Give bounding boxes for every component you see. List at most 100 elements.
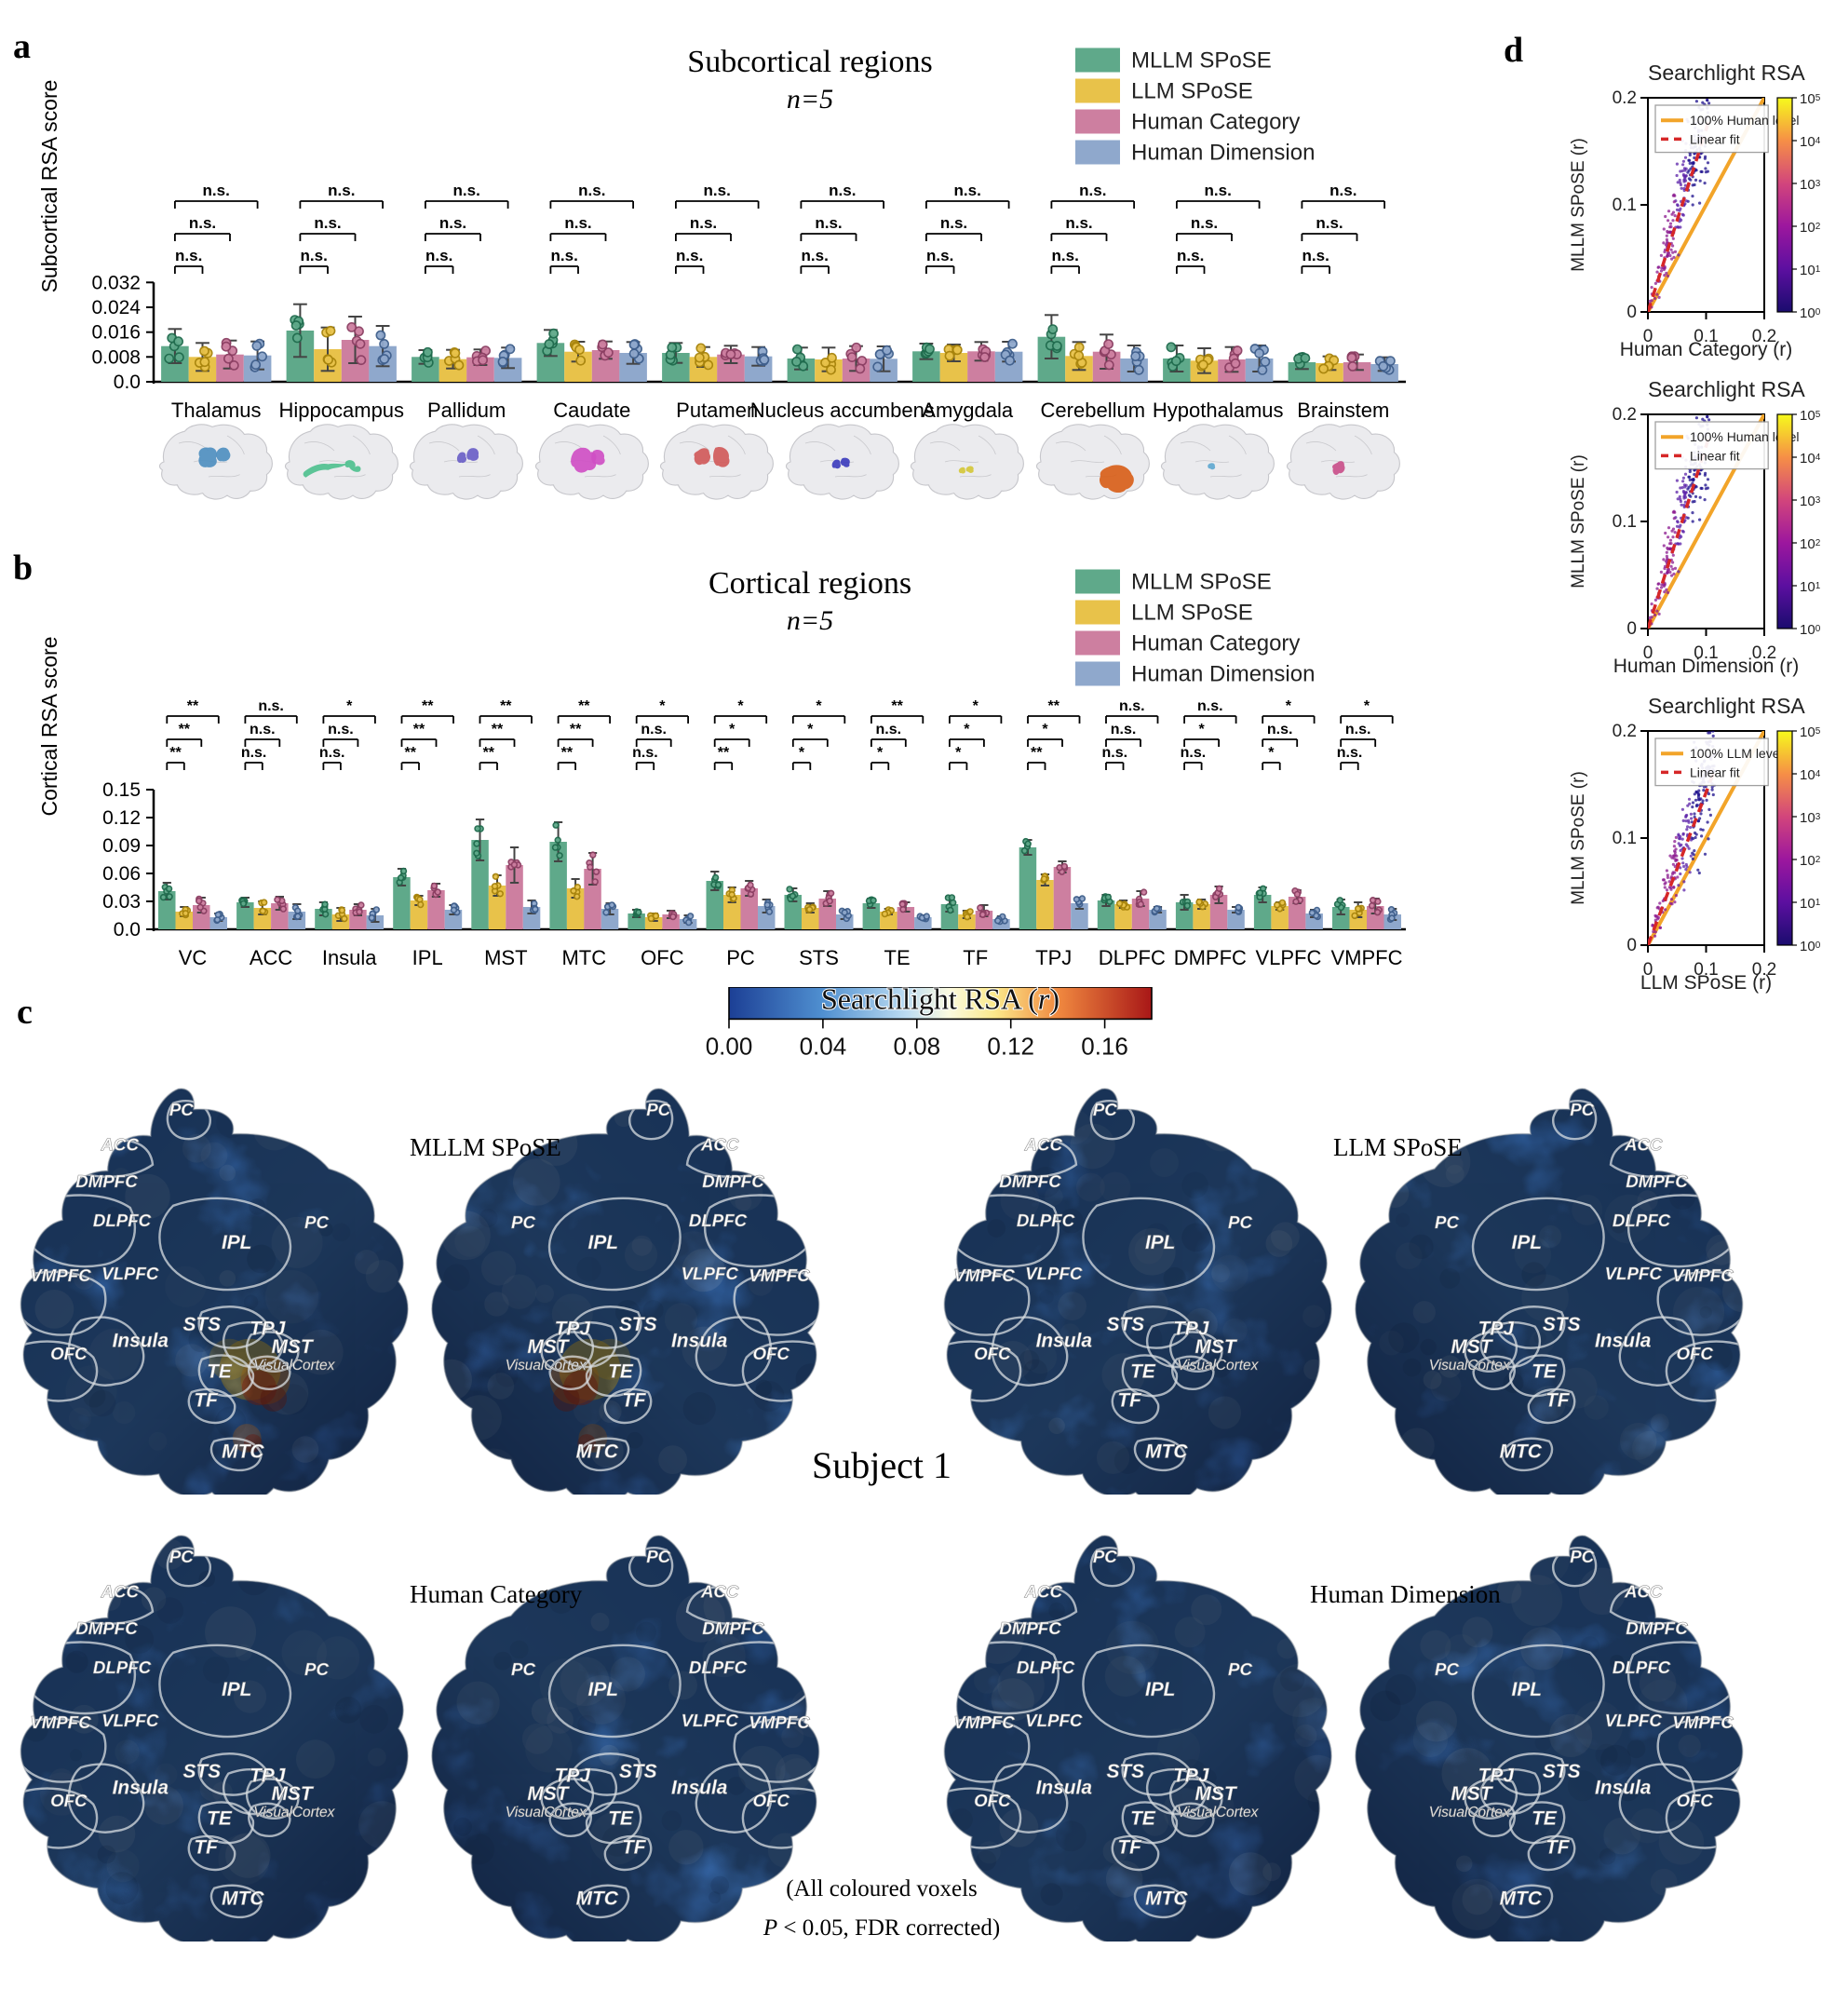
svg-text:MTC: MTC bbox=[1145, 1441, 1188, 1462]
svg-text:VLPFC: VLPFC bbox=[1255, 946, 1321, 969]
svg-text:n.s.: n.s. bbox=[328, 722, 354, 737]
svg-text:VisualCortex: VisualCortex bbox=[1429, 1358, 1511, 1373]
svg-text:STS: STS bbox=[619, 1761, 657, 1782]
svg-text:**: ** bbox=[179, 722, 191, 737]
svg-text:n.s.: n.s. bbox=[314, 214, 341, 232]
svg-text:PC: PC bbox=[304, 1212, 329, 1232]
svg-text:MST: MST bbox=[484, 946, 527, 969]
svg-text:PC: PC bbox=[1570, 1547, 1594, 1566]
svg-text:TF: TF bbox=[622, 1836, 647, 1858]
svg-text:TF: TF bbox=[1545, 1836, 1571, 1858]
svg-text:*: * bbox=[1042, 722, 1048, 737]
svg-text:n.s.: n.s. bbox=[258, 698, 284, 714]
svg-text:VisualCortex: VisualCortex bbox=[506, 1358, 587, 1373]
svg-text:DLPFC: DLPFC bbox=[689, 1211, 748, 1230]
svg-text:PC: PC bbox=[169, 1100, 194, 1119]
svg-text:VMPFC: VMPFC bbox=[749, 1265, 810, 1285]
svg-text:TE: TE bbox=[884, 946, 911, 969]
svg-text:Pallidum: Pallidum bbox=[427, 399, 506, 422]
svg-text:VMPFC: VMPFC bbox=[30, 1712, 91, 1732]
svg-text:VMPFC: VMPFC bbox=[953, 1265, 1015, 1285]
svg-text:DMPFC: DMPFC bbox=[75, 1618, 138, 1638]
svg-text:VLPFC: VLPFC bbox=[1025, 1711, 1083, 1730]
svg-text:Hippocampus: Hippocampus bbox=[279, 399, 405, 422]
svg-text:n.s.: n.s. bbox=[802, 247, 829, 264]
svg-text:PC: PC bbox=[1228, 1659, 1252, 1679]
svg-text:*: * bbox=[807, 722, 814, 737]
svg-text:MTC: MTC bbox=[1500, 1887, 1543, 1909]
svg-text:TF: TF bbox=[194, 1389, 219, 1411]
svg-text:DMPFC: DMPFC bbox=[75, 1171, 138, 1191]
svg-text:0.1: 0.1 bbox=[1613, 829, 1637, 848]
svg-text:MST: MST bbox=[1195, 1783, 1238, 1805]
svg-text:IPL: IPL bbox=[1512, 1679, 1543, 1700]
svg-text:VLPFC: VLPFC bbox=[101, 1264, 159, 1283]
svg-text:**: ** bbox=[413, 722, 425, 737]
svg-text:MST: MST bbox=[527, 1783, 570, 1805]
svg-text:0.04: 0.04 bbox=[800, 1032, 847, 1060]
svg-text:n.s.: n.s. bbox=[250, 722, 276, 737]
svg-text:0.15: 0.15 bbox=[102, 779, 141, 801]
svg-text:VisualCortex: VisualCortex bbox=[1177, 1358, 1259, 1373]
svg-text:PC: PC bbox=[511, 1659, 535, 1679]
svg-text:STS: STS bbox=[799, 946, 839, 969]
svg-text:**: ** bbox=[578, 698, 590, 714]
svg-text:*: * bbox=[729, 722, 736, 737]
svg-text:0: 0 bbox=[1626, 936, 1637, 955]
svg-text:Human Category: Human Category bbox=[1131, 110, 1300, 135]
svg-text:0.16: 0.16 bbox=[1081, 1032, 1128, 1060]
svg-text:Human Dimension: Human Dimension bbox=[1131, 141, 1315, 166]
svg-text:*: * bbox=[1364, 698, 1370, 714]
svg-text:0.2: 0.2 bbox=[1613, 88, 1637, 108]
svg-text:*: * bbox=[1198, 722, 1205, 737]
svg-text:n.s.: n.s. bbox=[1329, 182, 1356, 199]
svg-text:**: ** bbox=[492, 722, 504, 737]
svg-text:MLLM SPoSE (r): MLLM SPoSE (r) bbox=[1569, 454, 1588, 589]
svg-text:MTC: MTC bbox=[1500, 1441, 1543, 1462]
svg-text:*: * bbox=[659, 698, 666, 714]
svg-text:TE: TE bbox=[1532, 1808, 1558, 1830]
svg-text:LLM SPoSE: LLM SPoSE bbox=[1131, 601, 1253, 626]
svg-text:IPL: IPL bbox=[1145, 1679, 1176, 1700]
svg-text:Insula: Insula bbox=[322, 946, 377, 969]
svg-text:MST: MST bbox=[272, 1336, 315, 1358]
svg-text:VisualCortex: VisualCortex bbox=[253, 1358, 335, 1373]
svg-text:IPL: IPL bbox=[1145, 1232, 1176, 1253]
svg-text:*: * bbox=[1268, 745, 1275, 761]
svg-text:MST: MST bbox=[527, 1336, 570, 1358]
svg-text:Insula: Insula bbox=[671, 1778, 727, 1799]
svg-text:PC: PC bbox=[1570, 1100, 1594, 1119]
svg-text:STS: STS bbox=[182, 1761, 221, 1782]
svg-text:OFC: OFC bbox=[752, 1344, 790, 1363]
svg-text:VMPFC: VMPFC bbox=[749, 1712, 810, 1732]
svg-text:n.s.: n.s. bbox=[1316, 214, 1343, 232]
svg-text:n.s.: n.s. bbox=[241, 745, 267, 761]
svg-text:PC: PC bbox=[1093, 1547, 1117, 1566]
svg-text:n.s.: n.s. bbox=[940, 214, 967, 232]
svg-text:PC: PC bbox=[1228, 1212, 1252, 1232]
svg-text:PC: PC bbox=[646, 1547, 670, 1566]
svg-text:MTC: MTC bbox=[576, 1887, 619, 1909]
svg-text:VMPFC: VMPFC bbox=[30, 1265, 91, 1285]
svg-text:0.00: 0.00 bbox=[706, 1032, 753, 1060]
svg-text:DMPFC: DMPFC bbox=[702, 1618, 764, 1638]
svg-text:**: ** bbox=[891, 698, 903, 714]
svg-text:TF: TF bbox=[1545, 1389, 1571, 1411]
svg-text:n.s.: n.s. bbox=[203, 182, 230, 199]
svg-text:n.s.: n.s. bbox=[328, 182, 355, 199]
svg-text:**: ** bbox=[1047, 698, 1059, 714]
svg-text:LLM SPoSE (r): LLM SPoSE (r) bbox=[1640, 972, 1772, 994]
svg-text:n.s.: n.s. bbox=[1119, 698, 1145, 714]
svg-text:VisualCortex: VisualCortex bbox=[506, 1805, 587, 1820]
svg-text:OFC: OFC bbox=[974, 1344, 1011, 1363]
svg-text:ACC: ACC bbox=[101, 1581, 140, 1601]
svg-text:0.0: 0.0 bbox=[114, 919, 141, 940]
svg-text:n.s.: n.s. bbox=[319, 745, 345, 761]
svg-text:n.s.: n.s. bbox=[876, 722, 902, 737]
svg-text:OFC: OFC bbox=[974, 1791, 1011, 1810]
svg-text:TF: TF bbox=[1117, 1836, 1142, 1858]
svg-text:DLPFC: DLPFC bbox=[1017, 1657, 1075, 1677]
svg-text:Linear fit: Linear fit bbox=[1690, 764, 1740, 779]
svg-text:n.s.: n.s. bbox=[1337, 745, 1363, 761]
svg-text:n.s.: n.s. bbox=[1302, 247, 1329, 264]
